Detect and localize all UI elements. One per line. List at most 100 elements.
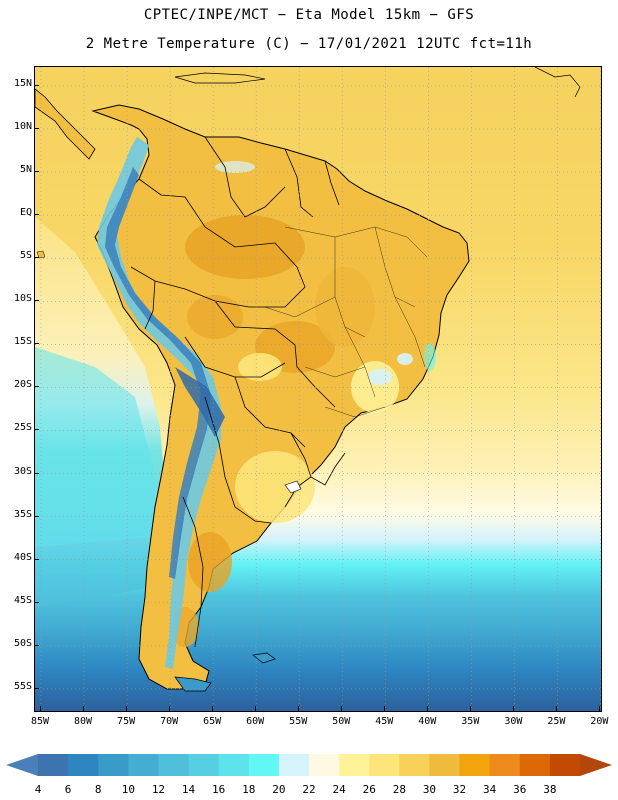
lat-tick-mark — [34, 601, 39, 603]
lat-tick-label: 5S — [19, 250, 32, 262]
lon-tick-label: 30W — [504, 716, 523, 727]
lon-tick-label: 65W — [203, 716, 222, 727]
colorbar-tick-label: 22 — [302, 783, 316, 796]
colorbar-tick-label: 36 — [513, 783, 527, 796]
lat-tick-mark — [34, 687, 39, 689]
country-borders — [130, 136, 346, 648]
lat-tick-label: 50S — [13, 637, 32, 649]
andes-cold-core — [105, 167, 211, 579]
colorbar-swatch — [98, 754, 129, 776]
lon-tick-label: 25W — [547, 716, 566, 727]
colorbar-swatch — [489, 754, 521, 776]
colorbar-swatch — [549, 754, 581, 776]
lon-tick-mark — [384, 706, 386, 711]
pacific-cold-core — [35, 347, 155, 547]
colorbar-swatch — [519, 754, 551, 776]
colorbar-swatch — [188, 754, 220, 776]
lon-tick-label: 20W — [590, 716, 609, 727]
lat-tick-label: 55S — [13, 680, 32, 692]
lat-tick-mark — [34, 84, 39, 86]
map-title-line2: 2 Metre Temperature (C) − 17/01/2021 12U… — [85, 36, 533, 52]
lat-tick-label: 20S — [13, 379, 32, 391]
lat-tick-label: 40S — [13, 551, 32, 563]
lat-tick-mark — [34, 257, 39, 259]
map-title-line1: CPTEC/INPE/MCT − Eta Model 15km − GFS — [143, 7, 475, 23]
lat-tick-label: 25S — [13, 422, 32, 434]
colorbar-swatch — [369, 754, 400, 776]
colorbar-tick-label: 30 — [422, 783, 437, 796]
lat-tick-mark — [34, 171, 39, 173]
lon-tick-mark — [255, 706, 257, 711]
colorbar-swatch — [218, 754, 250, 776]
lon-tick-mark — [427, 706, 429, 711]
lat-tick-mark — [34, 515, 39, 517]
colorbar-tick-label: 12 — [151, 783, 166, 796]
lat-tick-label: 10S — [13, 293, 32, 305]
lon-tick-label: 50W — [332, 716, 351, 727]
colorbar-left-arrow — [6, 754, 38, 776]
temperature-map[interactable] — [34, 66, 602, 712]
lon-tick-mark — [341, 706, 343, 711]
lat-tick-mark — [34, 472, 39, 474]
lat-tick-label: 15S — [13, 336, 32, 348]
colorbar-tick-label: 8 — [94, 783, 102, 796]
colorbar-tick-label: 26 — [362, 783, 376, 796]
colorbar-swatch — [128, 754, 159, 776]
lat-tick-label: 30S — [13, 465, 32, 477]
lat-tick-label: 35S — [13, 508, 32, 520]
lon-tick-mark — [556, 706, 558, 711]
lon-tick-mark — [40, 706, 42, 711]
state-borders — [264, 226, 428, 418]
temperature-colorbar — [6, 754, 612, 776]
colorbar-tick-label: 6 — [64, 783, 72, 796]
colorbar-swatch — [68, 754, 99, 776]
lon-tick-mark — [169, 706, 171, 711]
colorbar-swatch — [158, 754, 190, 776]
lat-tick-label: 10N — [13, 121, 32, 133]
lat-tick-mark — [34, 128, 39, 130]
lat-tick-mark — [34, 644, 39, 646]
colorbar-swatch — [339, 754, 370, 776]
lat-tick-mark — [34, 214, 39, 216]
colorbar-swatch — [399, 754, 430, 776]
lon-tick-label: 55W — [289, 716, 308, 727]
colorbar-tick-label: 20 — [272, 783, 286, 796]
colorbar-swatch — [429, 754, 461, 776]
lon-tick-mark — [513, 706, 515, 711]
lon-tick-label: 80W — [74, 716, 93, 727]
colorbar-tick-label: 10 — [121, 783, 135, 796]
colorbar-tick-label: 38 — [543, 783, 557, 796]
lon-tick-mark — [298, 706, 300, 711]
lon-tick-label: 40W — [418, 716, 437, 727]
brazil-highland-cool-spots — [215, 161, 436, 385]
lat-tick-label: 45S — [13, 594, 32, 606]
colorbar-swatch — [459, 754, 491, 776]
falkland-islands — [252, 652, 276, 664]
caribbean-islands — [174, 72, 266, 84]
lon-tick-mark — [83, 706, 85, 711]
lat-tick-label: 15N — [13, 77, 32, 89]
altiplano-cold — [175, 367, 225, 437]
lon-tick-label: 45W — [375, 716, 394, 727]
colorbar-tick-label: 18 — [242, 783, 256, 796]
lon-tick-mark — [470, 706, 472, 711]
lon-tick-label: 75W — [117, 716, 136, 727]
colorbar-tick-label: 32 — [452, 783, 467, 796]
lesser-antilles — [534, 67, 581, 98]
colorbar-tick-label: 28 — [392, 783, 406, 796]
colorbar-swatch — [309, 754, 340, 776]
colorbar-tick-label: 34 — [483, 783, 497, 796]
graticule — [35, 67, 601, 711]
lat-tick-mark — [34, 558, 39, 560]
colorbar-swatch — [38, 754, 69, 776]
lon-tick-mark — [126, 706, 128, 711]
lat-tick-mark — [34, 343, 39, 345]
lon-tick-label: 70W — [160, 716, 179, 727]
colorbar-tick-label: 16 — [212, 783, 226, 796]
lat-tick-label: EQ — [19, 207, 32, 219]
colorbar-tick-label: 24 — [332, 783, 346, 796]
lat-tick-mark — [34, 386, 39, 388]
colorbar-tick-label: 14 — [181, 783, 196, 796]
andes-cool-band — [97, 137, 221, 669]
central-america-land — [35, 88, 96, 160]
